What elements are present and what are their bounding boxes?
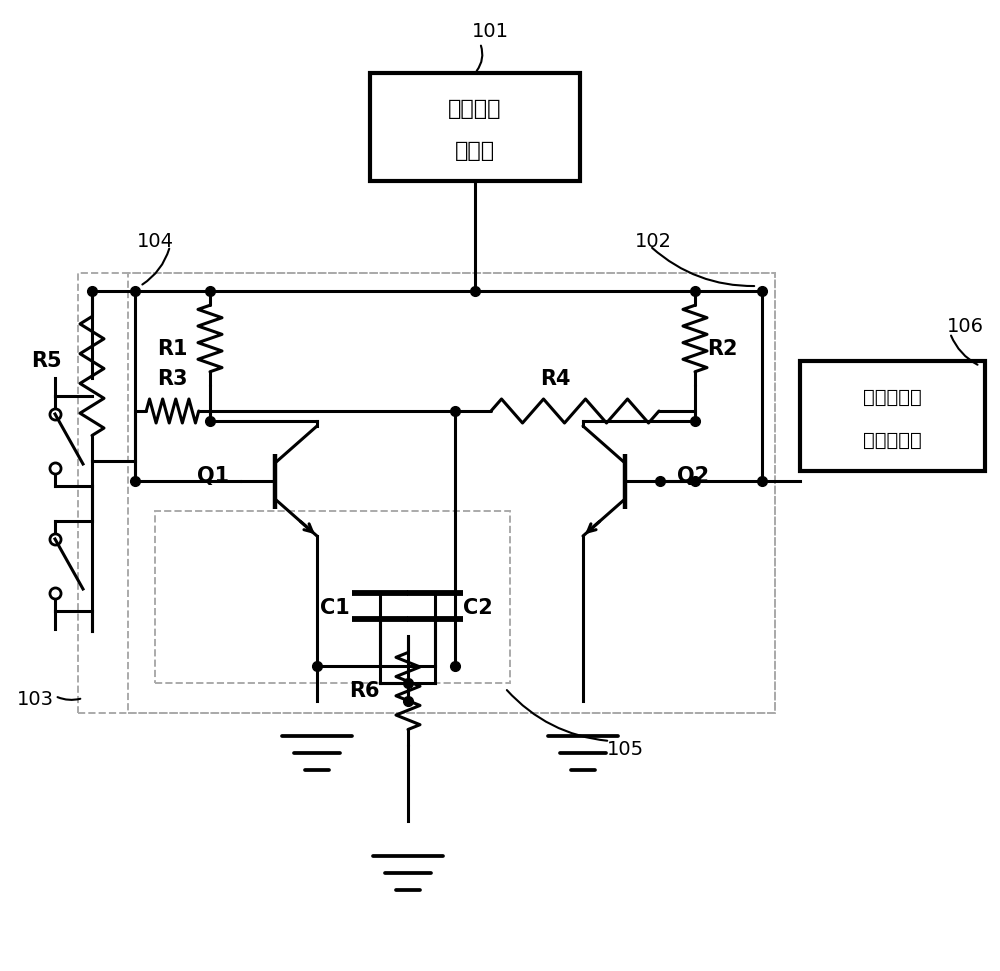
Text: 101: 101	[472, 21, 509, 41]
Text: Q2: Q2	[677, 466, 709, 486]
FancyBboxPatch shape	[370, 73, 580, 181]
Text: R3: R3	[157, 369, 188, 389]
Text: Q1: Q1	[197, 466, 229, 486]
Text: C2: C2	[463, 598, 493, 618]
Text: R6: R6	[350, 681, 380, 701]
Text: 102: 102	[635, 231, 672, 251]
Text: R1: R1	[158, 339, 188, 359]
Text: 106: 106	[946, 317, 984, 336]
Text: 信号输出端: 信号输出端	[863, 431, 922, 450]
Text: R2: R2	[707, 339, 738, 359]
Text: 105: 105	[606, 740, 644, 758]
Text: R5: R5	[31, 351, 62, 371]
FancyBboxPatch shape	[800, 361, 985, 471]
Text: 工作电源: 工作电源	[448, 99, 502, 118]
Text: R4: R4	[540, 369, 570, 389]
Text: 103: 103	[17, 689, 54, 709]
Text: 输入端: 输入端	[455, 141, 495, 161]
Text: 104: 104	[137, 231, 174, 251]
Text: C1: C1	[320, 598, 350, 618]
Text: 开关机控制: 开关机控制	[863, 387, 922, 407]
